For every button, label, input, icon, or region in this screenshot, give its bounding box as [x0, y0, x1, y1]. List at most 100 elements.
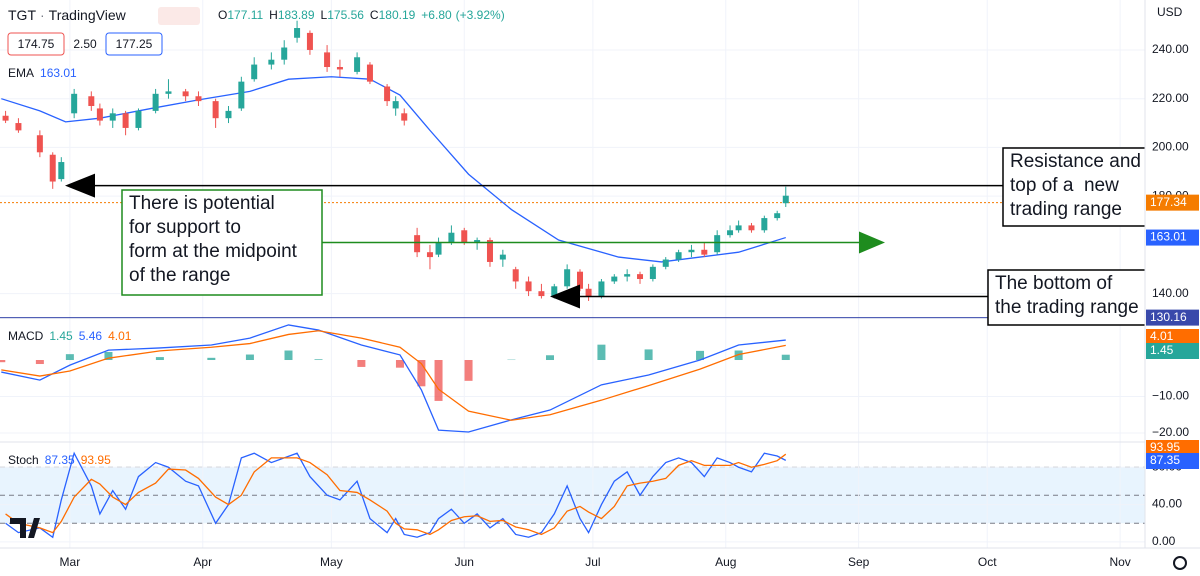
y-tick-label: 200.00 — [1152, 140, 1189, 154]
candle-body — [36, 135, 43, 153]
axis-value-tag — [1146, 440, 1199, 456]
candle-body — [71, 93, 78, 114]
candle-body — [354, 57, 361, 72]
candle-body — [401, 113, 408, 121]
x-tick-label: Mar — [60, 555, 81, 569]
bid-box — [7, 32, 65, 56]
axis-value-tag — [1146, 309, 1199, 326]
axis-value-tag — [1146, 194, 1199, 211]
macd-histogram-bar — [781, 354, 790, 361]
candle-body — [2, 115, 9, 121]
candle-body — [96, 108, 103, 121]
candle-body — [281, 47, 288, 60]
candle-body — [624, 274, 631, 277]
macd-histogram-bar — [104, 351, 113, 361]
macd-histogram-bar — [395, 360, 404, 368]
candle-body — [577, 271, 584, 289]
candle-body — [152, 93, 159, 111]
candle-body — [714, 235, 721, 253]
candle-body — [727, 230, 734, 236]
candle-body — [564, 269, 571, 287]
quote-value: 183.89 — [278, 8, 315, 22]
macd-histogram-bar — [644, 349, 653, 361]
candle-body — [448, 232, 455, 243]
macd-histogram-bar — [155, 357, 164, 361]
quote-change: +6.80 — [421, 8, 452, 22]
spread: 2.50 — [73, 37, 97, 51]
x-tick-label: Apr — [193, 555, 212, 569]
y-tick-label: 240.00 — [1152, 42, 1189, 56]
candle-body — [336, 67, 343, 70]
candle-body — [611, 276, 618, 282]
candle-body — [774, 213, 781, 219]
symbol: TGT — [8, 7, 36, 23]
quote-change-pct: (+3.92%) — [456, 8, 505, 22]
annotation-text: of the range — [129, 265, 230, 286]
candle-body — [49, 154, 56, 182]
y-tick-label: 0.00 — [1152, 534, 1176, 548]
candle-body — [225, 110, 232, 119]
candle-body — [195, 96, 202, 102]
macd-histogram-bar — [696, 350, 705, 361]
stoch-legend: Stoch 87.35 93.95 — [8, 453, 111, 467]
candle-body — [649, 266, 656, 280]
axis-value-label: 177.34 — [1150, 195, 1187, 209]
x-tick-label: May — [320, 555, 343, 569]
arrow-head — [859, 231, 885, 254]
ask-box — [105, 32, 163, 56]
candle-body — [688, 249, 695, 253]
axis-value-tag — [1146, 229, 1199, 246]
candle-body — [88, 96, 95, 106]
axis-value-label: 93.95 — [1150, 440, 1180, 454]
candle-body — [135, 110, 142, 128]
candle-body — [15, 123, 22, 131]
macd-histogram-bar — [417, 360, 426, 387]
macd-line — [1, 324, 786, 433]
quote-key: H — [269, 8, 278, 22]
annotation-box — [121, 189, 323, 296]
quote-value: 175.56 — [327, 8, 364, 22]
candle-body — [585, 288, 592, 297]
candle-body — [662, 259, 669, 267]
arrow-head — [65, 173, 95, 198]
candle-body — [637, 274, 644, 280]
candle-body — [748, 225, 755, 231]
macd-histogram-bar — [545, 355, 554, 361]
candle-body — [598, 281, 605, 297]
settings-icon — [1173, 556, 1187, 570]
source: TradingView — [49, 7, 127, 23]
x-tick-label: Oct — [978, 555, 997, 569]
candle-body — [435, 242, 442, 255]
ema-value: 163.01 — [40, 66, 77, 80]
candle-body — [268, 59, 275, 65]
annotation-text: Resistance and — [1010, 151, 1141, 172]
stoch-k-value: 87.35 — [45, 453, 75, 467]
macd-line — [1, 330, 786, 421]
separator: · — [40, 7, 45, 23]
axis-value-label: 130.16 — [1150, 310, 1187, 324]
axis-value-tag — [1146, 343, 1199, 359]
candle-body — [474, 240, 481, 243]
macd-histogram-bar — [65, 354, 74, 361]
axis-value-label: 87.35 — [1150, 453, 1180, 467]
y-tick-label: 40.00 — [1152, 497, 1182, 511]
ema-name: EMA — [8, 66, 34, 80]
candle-body — [306, 32, 313, 50]
status-icon — [158, 7, 200, 25]
macd-legend: MACD 1.45 5.46 4.01 — [8, 329, 132, 343]
candle-body — [212, 101, 219, 119]
quote-value: 180.19 — [379, 8, 416, 22]
candle-body — [486, 240, 493, 262]
y-tick-label: 220.00 — [1152, 91, 1189, 105]
axis-value-label: 4.01 — [1150, 329, 1174, 343]
candle-body — [538, 291, 545, 297]
ask: 177.25 — [116, 37, 153, 51]
logo — [10, 518, 40, 538]
candle-body — [392, 101, 399, 109]
candle-body — [499, 254, 506, 260]
y-tick-label: −10.00 — [1152, 389, 1189, 403]
macd-histogram-bar — [434, 360, 443, 401]
annotation-text: The bottom of — [995, 273, 1113, 294]
macd-histogram-bar — [207, 357, 216, 361]
